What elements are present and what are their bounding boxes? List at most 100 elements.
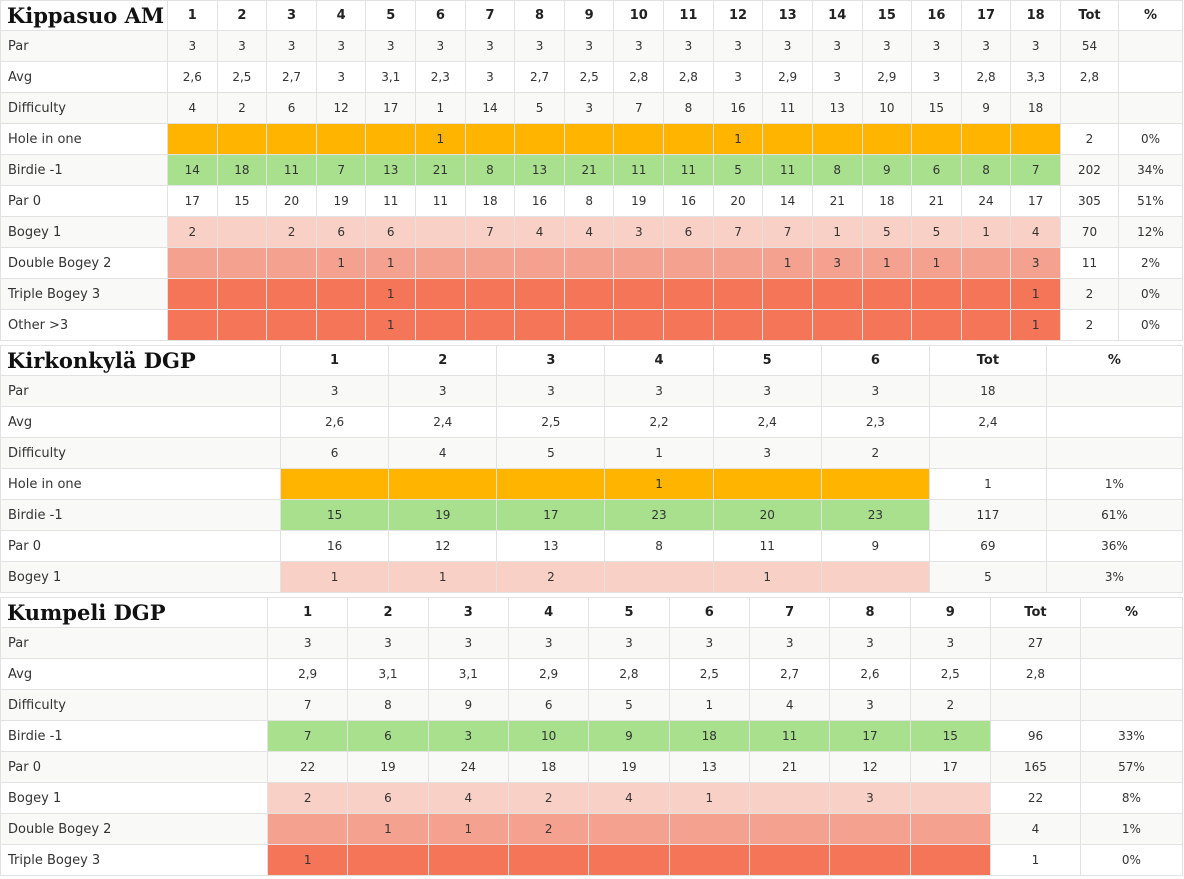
score-cell: 2,8 bbox=[613, 61, 665, 93]
score-cell bbox=[811, 123, 863, 155]
score-cell: 2,9 bbox=[507, 658, 590, 690]
score-cell: 1 bbox=[365, 247, 417, 279]
score-cell: 8 bbox=[811, 154, 863, 186]
hole-number-header: 11 bbox=[663, 0, 714, 31]
score-cell bbox=[829, 844, 911, 876]
score-cell: 11 bbox=[266, 154, 317, 186]
table-row-parscore: Par 0 16 12 13 8 11 9 69 36% bbox=[0, 530, 1183, 562]
score-cell: 3 bbox=[1010, 30, 1061, 62]
score-cell: 2,4 bbox=[388, 406, 498, 438]
hole-number-header: 1 bbox=[266, 597, 349, 628]
total-cell: 2 bbox=[1059, 123, 1119, 155]
score-cell: 7 bbox=[315, 154, 367, 186]
score-cell: 8 bbox=[464, 154, 516, 186]
total-cell: 22 bbox=[989, 782, 1081, 814]
score-cell bbox=[960, 309, 1012, 341]
total-cell: 202 bbox=[1059, 154, 1119, 186]
score-cell: 3 bbox=[829, 627, 911, 659]
score-cell: 11 bbox=[712, 530, 822, 562]
score-cell bbox=[167, 309, 218, 341]
score-cell bbox=[464, 123, 516, 155]
score-cell: 3 bbox=[712, 375, 822, 407]
table-row-triple: Triple Bogey 3 1 1 2 0% bbox=[0, 278, 1183, 310]
score-cell: 5 bbox=[514, 92, 565, 124]
hole-number-header: 4 bbox=[507, 597, 590, 628]
score-cell: 7 bbox=[712, 216, 764, 248]
score-cell bbox=[820, 468, 930, 500]
score-cell: 2,2 bbox=[604, 406, 714, 438]
score-cell: 14 bbox=[167, 154, 218, 186]
total-cell: 11 bbox=[1059, 247, 1119, 279]
score-cell: 8 bbox=[960, 154, 1012, 186]
table-row-birdie: Birdie -1 14 18 11 7 13 21 8 13 21 11 11 5 11 8 9 6 8 7 202… bbox=[0, 154, 1183, 186]
row-label: Par 0 bbox=[0, 751, 268, 783]
score-cell: 7 bbox=[1010, 154, 1061, 186]
percent-header: % bbox=[1045, 345, 1183, 376]
score-cell bbox=[365, 123, 417, 155]
score-cell: 22 bbox=[266, 751, 349, 783]
score-cell: 8 bbox=[563, 185, 615, 217]
hole-number-header: 4 bbox=[604, 345, 714, 376]
percent-cell: 0% bbox=[1117, 123, 1183, 155]
score-cell: 3 bbox=[1010, 247, 1061, 279]
percent-cell: 2% bbox=[1117, 247, 1183, 279]
table-row-hio: Hole in one 1 1 1% bbox=[0, 468, 1183, 500]
score-cell bbox=[514, 123, 565, 155]
percent-header: % bbox=[1117, 0, 1183, 31]
score-cell: 1 bbox=[415, 92, 466, 124]
score-cell bbox=[427, 844, 509, 876]
score-cell: 18 bbox=[216, 154, 268, 186]
table-row-difficulty: Difficulty 4 2 6 12 17 1 14 5 3 7 8 16 11 13 10 15 9 18 bbox=[0, 92, 1183, 124]
row-label: Double Bogey 2 bbox=[0, 813, 268, 845]
score-cell bbox=[1010, 123, 1061, 155]
score-cell: 14 bbox=[762, 185, 813, 217]
score-cell: 3 bbox=[911, 30, 962, 62]
score-cell: 5 bbox=[588, 689, 670, 721]
score-cell: 13 bbox=[668, 751, 750, 783]
score-cell: 4 bbox=[748, 689, 831, 721]
percent-cell bbox=[1117, 92, 1183, 124]
hole-number-header: 9 bbox=[909, 597, 991, 628]
score-cell bbox=[563, 309, 615, 341]
score-cell: 11 bbox=[613, 154, 665, 186]
score-cell bbox=[415, 278, 466, 310]
total-cell: 96 bbox=[989, 720, 1081, 752]
hole-number-header: 7 bbox=[464, 0, 516, 31]
score-cell: 13 bbox=[496, 530, 606, 562]
percent-cell: 0% bbox=[1117, 278, 1183, 310]
percent-cell: 1% bbox=[1079, 813, 1183, 845]
table-row-avg: Avg 2,6 2,5 2,7 3 3,1 2,3 3 2,7 2,5 2,8 2,8 3 2,9 3 2,9… bbox=[0, 61, 1183, 93]
row-label: Par bbox=[0, 30, 168, 62]
score-cell bbox=[811, 278, 863, 310]
score-cell: 1 bbox=[315, 247, 367, 279]
score-cell: 17 bbox=[1010, 185, 1061, 217]
score-cell: 2,6 bbox=[279, 406, 390, 438]
score-cell: 6 bbox=[911, 154, 962, 186]
row-label: Hole in one bbox=[0, 468, 281, 500]
score-cell bbox=[315, 278, 367, 310]
score-cell: 19 bbox=[588, 751, 670, 783]
score-cell bbox=[960, 123, 1012, 155]
score-cell bbox=[266, 123, 317, 155]
score-cell: 4 bbox=[1010, 216, 1061, 248]
score-cell: 2 bbox=[507, 813, 590, 845]
row-label: Avg bbox=[0, 61, 168, 93]
row-label: Other >3 bbox=[0, 309, 168, 341]
score-cell: 2,7 bbox=[514, 61, 565, 93]
score-cell: 2,8 bbox=[588, 658, 670, 690]
score-cell: 9 bbox=[588, 720, 670, 752]
score-cell bbox=[507, 844, 590, 876]
score-cell bbox=[613, 247, 665, 279]
percent-cell: 33% bbox=[1079, 720, 1183, 752]
total-cell: 18 bbox=[928, 375, 1047, 407]
total-cell: 117 bbox=[928, 499, 1047, 531]
score-cell: 18 bbox=[668, 720, 750, 752]
hole-number-header: 15 bbox=[861, 0, 913, 31]
score-cell: 15 bbox=[279, 499, 390, 531]
score-cell bbox=[563, 247, 615, 279]
total-cell: 54 bbox=[1059, 30, 1119, 62]
row-label: Hole in one bbox=[0, 123, 168, 155]
score-cell: 1 bbox=[365, 309, 417, 341]
hole-number-header: 8 bbox=[829, 597, 911, 628]
score-cell: 2,6 bbox=[167, 61, 218, 93]
